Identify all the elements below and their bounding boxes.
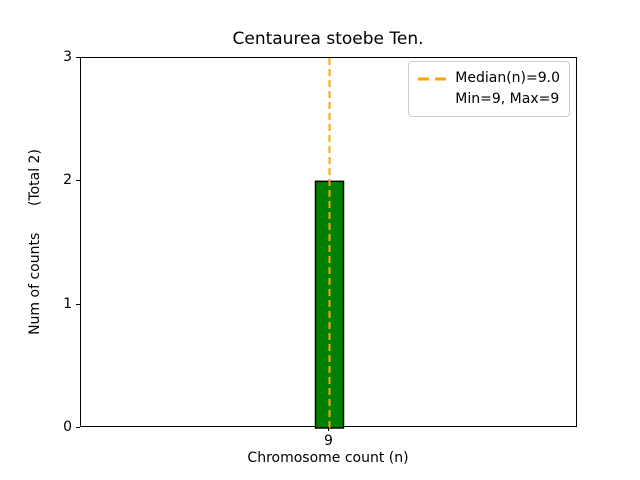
plot-svg (314, 58, 345, 429)
y-tick-mark (76, 427, 80, 428)
legend: Median(n)=9.0 Min=9, Max=9 (408, 61, 570, 117)
y-tick-mark (76, 180, 80, 182)
y-tick-mark (76, 303, 80, 305)
y-tick-label: 3 (63, 49, 72, 65)
chart-title: Centaurea stoebe Ten. (232, 29, 424, 49)
legend-swatch-spacer (418, 97, 446, 103)
y-tick-label: 2 (63, 172, 72, 189)
x-axis-label: Chromosome count (n) (247, 450, 409, 466)
median-line-legend-swatch (418, 77, 447, 80)
legend-label-median: Median(n)=9.0 (455, 70, 560, 86)
y-tick-mark (76, 57, 80, 58)
legend-entry-minmax: Min=9, Max=9 (418, 89, 560, 110)
legend-entry-median: Median(n)=9.0 (418, 68, 560, 89)
x-tick-mark (328, 427, 329, 431)
y-tick-label: 1 (63, 295, 72, 312)
plot-area: Median(n)=9.0 Min=9, Max=9 (80, 57, 577, 429)
y-tick-label: 0 (63, 419, 72, 435)
legend-label-minmax: Min=9, Max=9 (455, 91, 560, 107)
x-tick-label: 9 (324, 433, 333, 449)
y-axis-label: Num of counts (Total 2) (27, 149, 43, 335)
